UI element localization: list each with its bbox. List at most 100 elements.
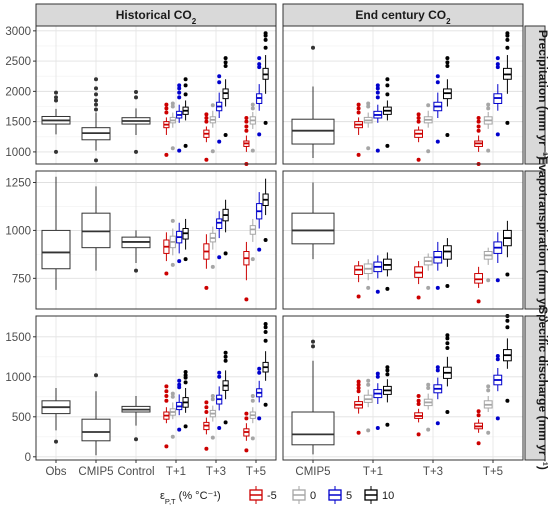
box — [256, 192, 263, 252]
column-strip-main: Historical CO — [116, 8, 192, 22]
panel — [35, 170, 277, 310]
outlier-point — [134, 95, 138, 100]
box — [262, 178, 269, 242]
outlier-point — [375, 148, 380, 153]
y-tick-label: 1000 — [5, 372, 31, 384]
outlier-point — [244, 411, 249, 416]
box — [423, 382, 433, 432]
box-iqr — [41, 229, 71, 270]
outlier-point — [445, 284, 450, 288]
outlier-point — [366, 378, 371, 383]
outlier-point — [183, 370, 188, 374]
outlier-point — [164, 102, 169, 107]
outlier-point — [134, 149, 138, 154]
box — [249, 394, 256, 441]
box — [249, 102, 256, 153]
box — [373, 371, 383, 430]
outlier-point — [366, 146, 371, 151]
box — [243, 116, 250, 166]
outlier-point — [204, 116, 209, 120]
box — [182, 370, 189, 429]
outlier-point — [204, 446, 209, 451]
y-tick-label: 1250 — [5, 178, 31, 190]
outlier-point — [416, 112, 421, 117]
outlier-point — [505, 325, 510, 330]
outlier-point — [54, 95, 58, 100]
outlier-point — [311, 339, 315, 344]
axis-ticks: 1000 1500 2000 2500 3000 750 1000 1250 0 500 1000 1… — [5, 26, 503, 478]
strip-labels: Historical CO2 End century CO2Precipitati… — [35, 3, 550, 470]
box — [483, 102, 493, 153]
box — [81, 77, 111, 163]
outlier-point — [416, 398, 421, 403]
outlier-point — [170, 146, 175, 151]
box — [433, 241, 443, 290]
outlier-point — [170, 104, 175, 109]
outlier-point — [223, 63, 228, 68]
box — [443, 238, 452, 288]
outlier-point — [164, 398, 169, 403]
outlier-point — [495, 56, 500, 61]
box — [414, 112, 424, 162]
outlier-point — [416, 295, 421, 300]
box — [291, 339, 335, 455]
box — [354, 261, 364, 299]
outlier-point — [177, 427, 182, 432]
outlier-point — [476, 413, 481, 418]
box — [503, 220, 512, 277]
outlier-point — [416, 116, 421, 120]
outlier-point — [164, 394, 169, 398]
box — [373, 83, 383, 153]
panel-background — [36, 316, 276, 460]
column-strip-bg — [282, 3, 524, 27]
outlier-point — [177, 148, 182, 153]
outlier-point — [217, 80, 222, 85]
x-tick-label: T+3 — [206, 466, 226, 478]
outlier-point — [263, 402, 268, 407]
box — [209, 394, 216, 440]
outlier-point — [250, 436, 255, 441]
outlier-point — [476, 116, 481, 120]
outlier-point — [375, 374, 380, 379]
y-tick-label: 1500 — [5, 332, 31, 344]
box — [483, 247, 493, 283]
y-tick-label: 2500 — [5, 56, 31, 68]
outlier-point — [170, 434, 175, 439]
outlier-point — [94, 107, 98, 112]
outlier-point — [217, 74, 222, 79]
y-tick-label: 3000 — [5, 26, 31, 38]
outlier-point — [356, 379, 361, 384]
box — [163, 384, 170, 449]
column-strip-subscript: 2 — [446, 17, 451, 26]
box — [169, 391, 176, 439]
outlier-point — [223, 354, 228, 359]
outlier-point — [486, 102, 491, 107]
box — [262, 31, 269, 125]
outlier-point — [257, 65, 262, 70]
box-iqr — [291, 118, 335, 145]
box — [121, 396, 151, 442]
box — [222, 350, 229, 425]
outlier-point — [164, 110, 169, 115]
y-tick-label: 1500 — [5, 117, 31, 129]
box — [363, 101, 373, 151]
box — [81, 373, 111, 456]
outlier-point — [385, 368, 390, 373]
x-tick-label: T+5 — [246, 466, 266, 478]
outlier-point — [210, 264, 215, 269]
box — [383, 365, 392, 427]
box — [176, 222, 183, 264]
column-strip-label: Historical CO2 — [116, 8, 197, 26]
legend-entry: -5 — [249, 486, 277, 504]
outlier-point — [223, 420, 228, 425]
outlier-point — [356, 430, 361, 435]
row-strip-bg — [524, 25, 546, 165]
outlier-point — [263, 45, 268, 50]
x-tick-label: CMIP5 — [78, 466, 113, 478]
box — [443, 333, 452, 414]
box — [414, 394, 424, 437]
y-tick-label: 500 — [12, 412, 31, 424]
outlier-point — [183, 373, 188, 378]
outlier-point — [435, 368, 440, 373]
box — [262, 322, 269, 407]
